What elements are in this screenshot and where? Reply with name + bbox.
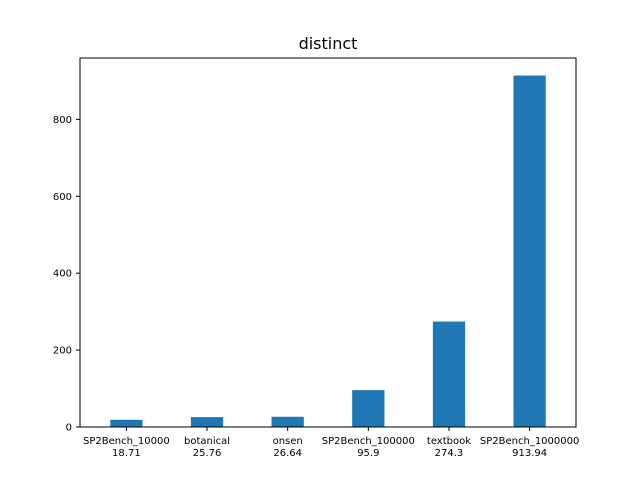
y-tick-label: 800 — [53, 115, 72, 126]
y-tick-label: 0 — [66, 423, 72, 434]
bar-textbook — [432, 321, 466, 427]
x-value-label: 95.9 — [357, 448, 379, 459]
y-tick-label: 200 — [53, 346, 72, 357]
bars-group — [110, 75, 546, 428]
x-tick-label: SP2Bench_1000000 — [480, 436, 579, 447]
y-tick-label: 600 — [53, 192, 72, 203]
y-tick-label: 400 — [53, 269, 72, 280]
x-tick-label: textbook — [427, 436, 471, 447]
bar-onsen — [271, 416, 304, 427]
bar-sp2bench-100000 — [352, 390, 385, 427]
x-tick-label: onsen — [273, 436, 303, 447]
x-tick-label: SP2Bench_10000 — [83, 436, 170, 447]
bar-botanical — [190, 417, 224, 427]
plot-frame — [79, 57, 577, 428]
x-value-label: 26.64 — [273, 448, 302, 459]
x-value-label: 25.76 — [193, 448, 222, 459]
y-axis-ticks: 0 200 400 600 800 — [53, 115, 80, 434]
bar-sp2bench-1000000 — [513, 75, 546, 428]
x-value-label: 18.71 — [112, 448, 141, 459]
x-tick-label: SP2Bench_100000 — [322, 436, 415, 447]
chart-title: distinct — [299, 34, 358, 53]
x-value-label: 274.3 — [435, 448, 464, 459]
x-value-label: 913.94 — [512, 448, 547, 459]
x-tick-label: botanical — [184, 436, 230, 447]
bar-sp2bench-10000 — [110, 419, 143, 427]
